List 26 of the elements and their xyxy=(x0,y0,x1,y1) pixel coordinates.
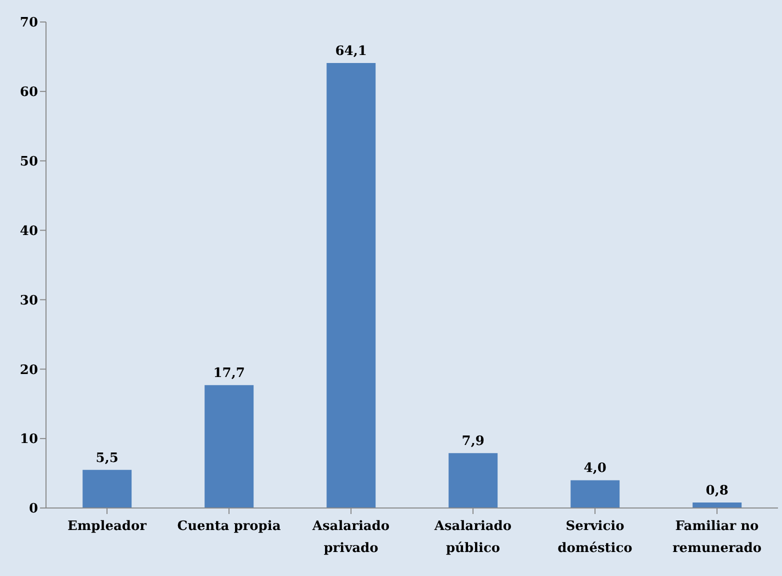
data-label: 7,9 xyxy=(462,434,484,450)
bar xyxy=(326,62,376,508)
y-tick-label: 0 xyxy=(28,502,38,517)
data-label: 17,7 xyxy=(213,366,245,382)
y-tick-label: 20 xyxy=(20,362,38,378)
y-tick-label: 40 xyxy=(20,224,38,239)
y-tick-label: 50 xyxy=(20,154,38,170)
data-label: 5,5 xyxy=(96,450,118,466)
y-tick-label: 30 xyxy=(20,293,38,308)
data-label: 4,0 xyxy=(584,461,606,476)
y-tick-label: 60 xyxy=(20,85,38,100)
bar xyxy=(82,470,132,508)
data-label: 64,1 xyxy=(335,44,367,59)
bar xyxy=(448,453,498,508)
bar xyxy=(692,502,742,508)
y-tick-label: 10 xyxy=(20,432,38,448)
bar xyxy=(204,385,254,508)
y-tick-label: 70 xyxy=(20,16,38,31)
x-tick-label: Servicio doméstico xyxy=(558,519,633,556)
x-tick-label: Cuenta propia xyxy=(177,519,282,534)
bar xyxy=(570,480,620,508)
x-tick-label: Familiar no remunerado xyxy=(672,519,762,556)
x-tick-label: Asalariado público xyxy=(433,519,512,556)
x-tick-label: Asalariado privado xyxy=(311,519,390,556)
x-tick-label: Empleador xyxy=(68,519,147,534)
data-label: 0,8 xyxy=(706,483,728,498)
